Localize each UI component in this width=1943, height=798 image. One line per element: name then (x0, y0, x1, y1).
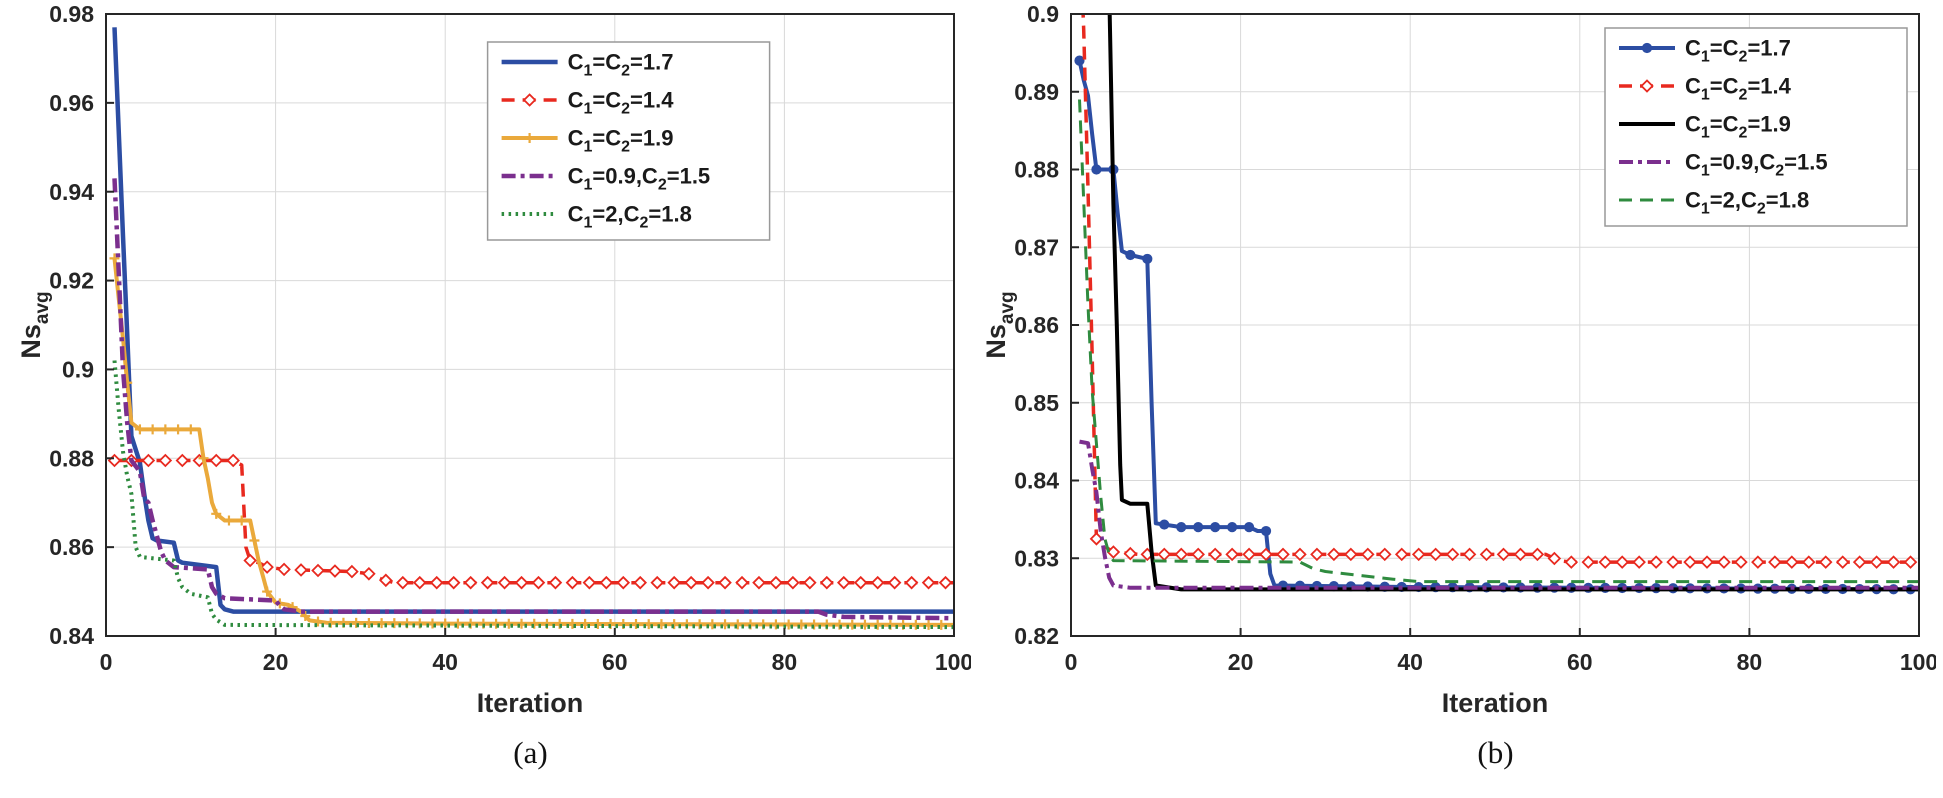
svg-text:0.9: 0.9 (62, 356, 94, 382)
svg-text:0.85: 0.85 (1014, 390, 1059, 416)
svg-text:0: 0 (1065, 649, 1078, 675)
series-line-b-0 (1077, 60, 1919, 592)
svg-text:0.96: 0.96 (49, 90, 94, 116)
legend-label-a-3: C1=0.9,C2=1.5 (568, 164, 711, 194)
svg-text:80: 80 (1737, 649, 1763, 675)
axes-box-a (105, 13, 955, 637)
svg-text:0.83: 0.83 (1014, 545, 1059, 571)
svg-text:40: 40 (432, 649, 458, 675)
legend-label-b-4: C1=2,C2=1.8 (1685, 188, 1809, 218)
svg-text:100: 100 (1900, 649, 1936, 675)
svg-text:0.86: 0.86 (49, 534, 94, 560)
series-markers-b-1 (1089, 532, 1918, 569)
caption-b: (b) (1477, 735, 1514, 770)
series-markers-a-2 (109, 253, 954, 630)
panel-b: 0 20 40 60 80 100 0.82 0.83 0.84 0.85 0.86 0.87 0.88… (971, 0, 1938, 792)
legend-label-a-1: C1=C2=1.4 (568, 88, 675, 118)
series-line-b-2 (1107, 14, 1919, 592)
svg-text:0.88: 0.88 (49, 445, 94, 471)
svg-text:20: 20 (1228, 649, 1254, 675)
tick-labels-b: 0 20 40 60 80 100 0.82 0.83 0.84 0.85 0.86 0.87 0.88… (1014, 1, 1938, 675)
x-axis-label-a: Iteration (477, 688, 584, 718)
legend-a: C1=C2=1.7 C1=C2=1.4 C1=C2=1.9 C1=0.9,C2=1.5… (486, 41, 771, 241)
series-group-a (107, 27, 954, 630)
panel-a-chart: 0 20 40 60 80 100 0.84 0.86 0.88 0.9 0.92 0.94 0.96 0… (6, 0, 973, 728)
legend-label-b-3: C1=0.9,C2=1.5 (1685, 150, 1828, 180)
panel-b-chart: 0 20 40 60 80 100 0.82 0.83 0.84 0.85 0.86 0.87 0.88… (971, 0, 1938, 728)
tick-marks-b (1070, 13, 1920, 637)
y-axis-label-b: Nsavg (981, 291, 1018, 358)
svg-text:40: 40 (1397, 649, 1423, 675)
legend-label-b-2: C1=C2=1.9 (1685, 112, 1791, 142)
svg-text:0.98: 0.98 (49, 1, 94, 27)
tick-marks-a (105, 13, 955, 637)
series-line-a-2 (112, 258, 954, 627)
legend-label-a-0: C1=C2=1.7 (568, 50, 674, 80)
svg-text:0.87: 0.87 (1014, 234, 1059, 260)
caption-a: (a) (513, 735, 548, 770)
panel-a: 0 20 40 60 80 100 0.84 0.86 0.88 0.9 0.92 0.94 0.96 0… (6, 0, 973, 792)
svg-text:60: 60 (602, 649, 628, 675)
svg-text:0.82: 0.82 (1014, 623, 1059, 649)
series-line-a-4 (112, 360, 954, 630)
series-group-b (1074, 14, 1919, 595)
svg-text:0.92: 0.92 (49, 268, 94, 294)
legend-label-b-1: C1=C2=1.4 (1685, 74, 1792, 104)
svg-text:0.94: 0.94 (49, 179, 94, 205)
series-line-b-3 (1079, 439, 1919, 590)
x-axis-label-b: Iteration (1442, 688, 1549, 718)
svg-text:0.86: 0.86 (1014, 312, 1059, 338)
svg-text:0: 0 (100, 649, 113, 675)
svg-text:0.84: 0.84 (49, 623, 94, 649)
tick-labels-a: 0 20 40 60 80 100 0.84 0.86 0.88 0.9 0.92 0.94 0.96 0… (49, 1, 973, 675)
series-markers-a-1 (107, 453, 953, 590)
chart-svg-a: 0 20 40 60 80 100 0.84 0.86 0.88 0.9 0.92 0.94 0.96 0… (16, 1, 973, 718)
y-axis-label-a: Nsavg (16, 291, 53, 358)
svg-text:20: 20 (263, 649, 289, 675)
svg-text:100: 100 (935, 649, 971, 675)
legend-b: C1=C2=1.7 C1=C2=1.4 C1=C2=1.9 C1=0.9,C2=1.5… (1604, 27, 1908, 227)
svg-text:60: 60 (1567, 649, 1593, 675)
svg-text:80: 80 (772, 649, 798, 675)
legend-label-a-4: C1=2,C2=1.8 (568, 202, 692, 232)
legend-label-b-0: C1=C2=1.7 (1685, 36, 1791, 66)
svg-text:0.88: 0.88 (1014, 157, 1059, 183)
series-line-a-3 (112, 178, 954, 621)
svg-text:0.84: 0.84 (1014, 468, 1059, 494)
legend-label-a-2: C1=C2=1.9 (568, 126, 674, 156)
svg-text:0.9: 0.9 (1027, 1, 1059, 27)
svg-text:0.89: 0.89 (1014, 79, 1059, 105)
chart-svg-b: 0 20 40 60 80 100 0.82 0.83 0.84 0.85 0.86 0.87 0.88… (981, 1, 1938, 718)
